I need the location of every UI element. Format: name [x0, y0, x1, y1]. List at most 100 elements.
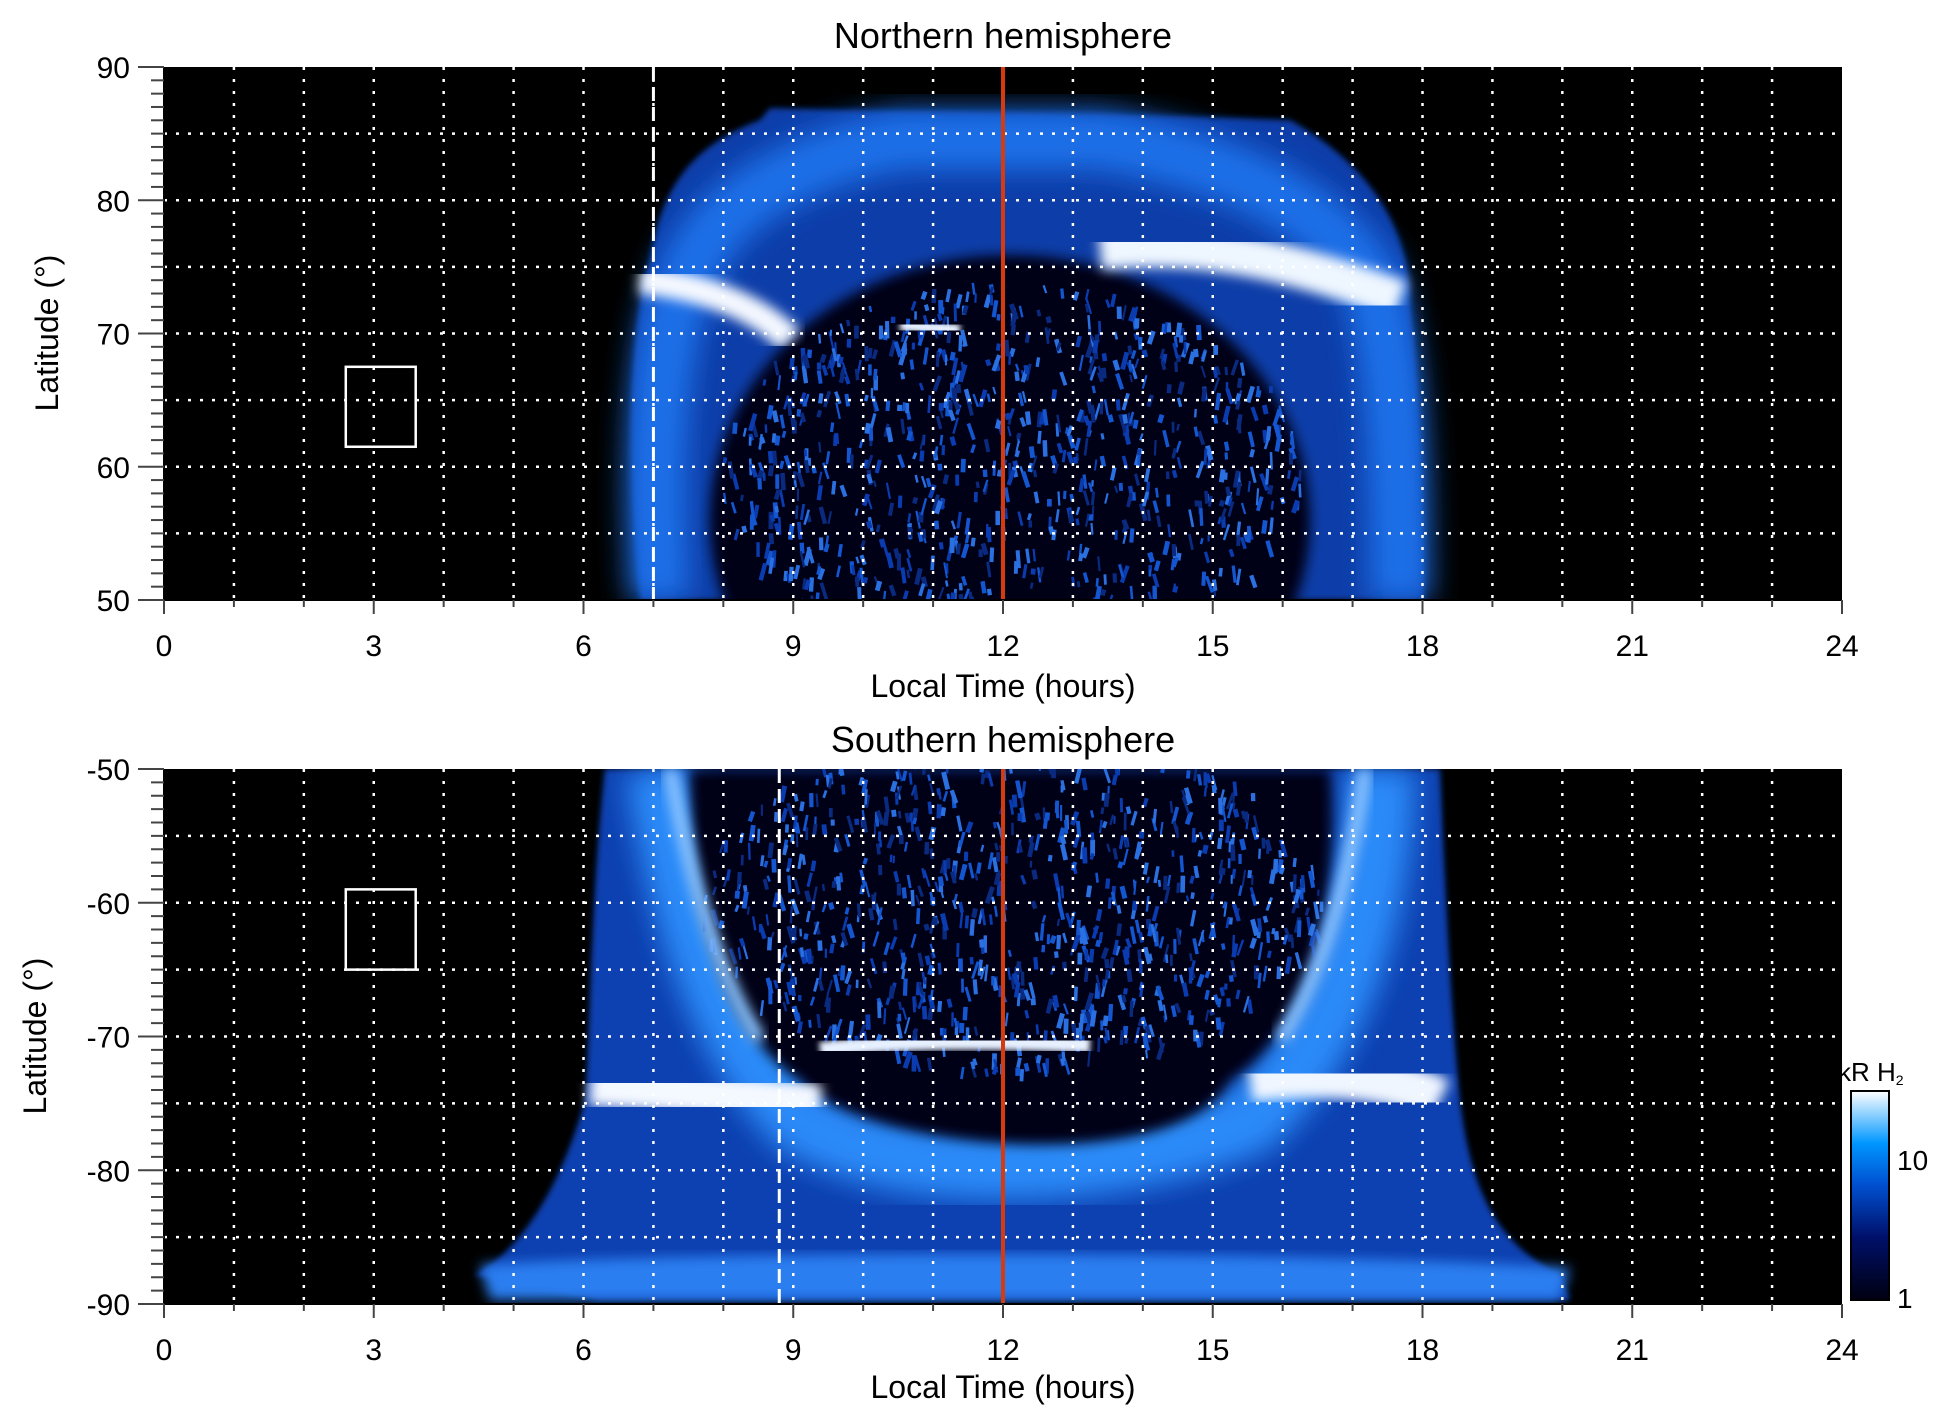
speckle	[868, 426, 874, 441]
speckle	[983, 294, 992, 309]
speckle	[773, 811, 778, 822]
speckle	[740, 854, 744, 866]
speckle	[865, 1014, 871, 1030]
speckle	[882, 811, 890, 826]
speckle	[991, 354, 1002, 372]
speckle	[964, 517, 971, 535]
speckle	[900, 418, 906, 435]
speckle	[824, 1025, 833, 1042]
x-tick-label: 3	[365, 630, 382, 663]
speckle	[951, 899, 958, 910]
speckle	[885, 482, 892, 500]
speckle	[1218, 819, 1224, 832]
speckle	[1176, 423, 1180, 431]
speckle	[993, 905, 998, 917]
speckle	[802, 578, 807, 590]
speckle	[943, 860, 948, 876]
speckle	[812, 886, 818, 902]
speckle	[979, 939, 985, 948]
speckle	[1007, 967, 1012, 981]
speckle	[811, 466, 817, 474]
speckle	[1262, 915, 1269, 923]
speckle	[917, 952, 924, 968]
speckle	[1004, 442, 1011, 456]
speckle	[929, 989, 934, 1002]
speckle	[1023, 989, 1031, 1001]
speckle	[1024, 411, 1032, 425]
speckle	[1239, 362, 1246, 376]
speckle	[1304, 907, 1310, 917]
speckle	[803, 509, 811, 525]
speckle	[1235, 989, 1241, 1000]
south-aurora-glow	[625, 769, 1415, 1200]
speckle	[738, 937, 746, 947]
speckle	[1261, 404, 1269, 415]
speckle	[881, 538, 890, 557]
speckle	[817, 471, 823, 485]
speckle	[1089, 366, 1097, 381]
speckle	[1155, 985, 1165, 1001]
speckle	[1218, 797, 1223, 814]
speckle	[980, 844, 985, 852]
speckle	[1166, 322, 1172, 333]
speckle	[897, 495, 903, 508]
x-tick-label: 12	[986, 1334, 1019, 1367]
speckle	[771, 433, 777, 443]
speckle	[813, 921, 820, 935]
speckle	[1059, 843, 1069, 861]
speckle	[1102, 769, 1112, 784]
speckle	[955, 404, 962, 416]
speckle	[1269, 517, 1274, 534]
speckle	[863, 394, 869, 402]
speckle	[1273, 931, 1280, 941]
speckle	[816, 485, 823, 501]
speckle	[854, 576, 860, 588]
speckle	[1085, 885, 1093, 898]
speckle	[1047, 854, 1053, 862]
speckle	[1188, 509, 1195, 528]
speckle	[1138, 931, 1145, 943]
speckle	[1130, 810, 1138, 826]
speckle	[823, 390, 832, 408]
speckle	[1060, 779, 1066, 791]
north-aurora-glow	[626, 110, 1430, 600]
speckle	[1200, 387, 1208, 402]
speckle	[1121, 304, 1127, 321]
speckle	[1261, 519, 1268, 534]
speckle	[1256, 385, 1260, 397]
speckle	[986, 588, 993, 596]
speckle	[773, 979, 779, 989]
speckle	[1138, 830, 1145, 839]
speckle	[1160, 360, 1167, 371]
speckle	[829, 422, 835, 433]
speckle	[1179, 855, 1185, 873]
speckle	[1149, 619, 1153, 635]
speckle	[955, 293, 963, 309]
speckle	[906, 549, 912, 559]
speckle	[1091, 385, 1096, 394]
speckle	[1231, 903, 1241, 922]
speckle	[859, 567, 865, 586]
speckle	[1062, 1003, 1069, 1015]
speckle	[819, 353, 827, 364]
speckle	[771, 410, 779, 423]
speckle	[946, 998, 953, 1008]
speckle	[1057, 827, 1066, 844]
speckle	[854, 325, 859, 339]
speckle	[1132, 306, 1139, 321]
north-panel: Northern hemisphere 50 60 70 80 90 0 3 6 9 12 15 18…	[29, 15, 1859, 704]
speckle	[1089, 852, 1095, 861]
speckle	[1250, 893, 1258, 906]
speckle	[809, 793, 814, 808]
speckle	[1278, 866, 1285, 875]
south-title: Southern hemisphere	[831, 719, 1175, 760]
speckle	[961, 588, 971, 600]
speckle	[1036, 309, 1042, 317]
speckle	[1267, 484, 1274, 495]
speckle	[1246, 999, 1254, 1014]
south-arc-right-leg	[1274, 769, 1372, 1044]
speckle	[1126, 492, 1134, 508]
speckle	[796, 461, 802, 474]
speckle	[1222, 523, 1231, 541]
speckle	[897, 810, 902, 819]
